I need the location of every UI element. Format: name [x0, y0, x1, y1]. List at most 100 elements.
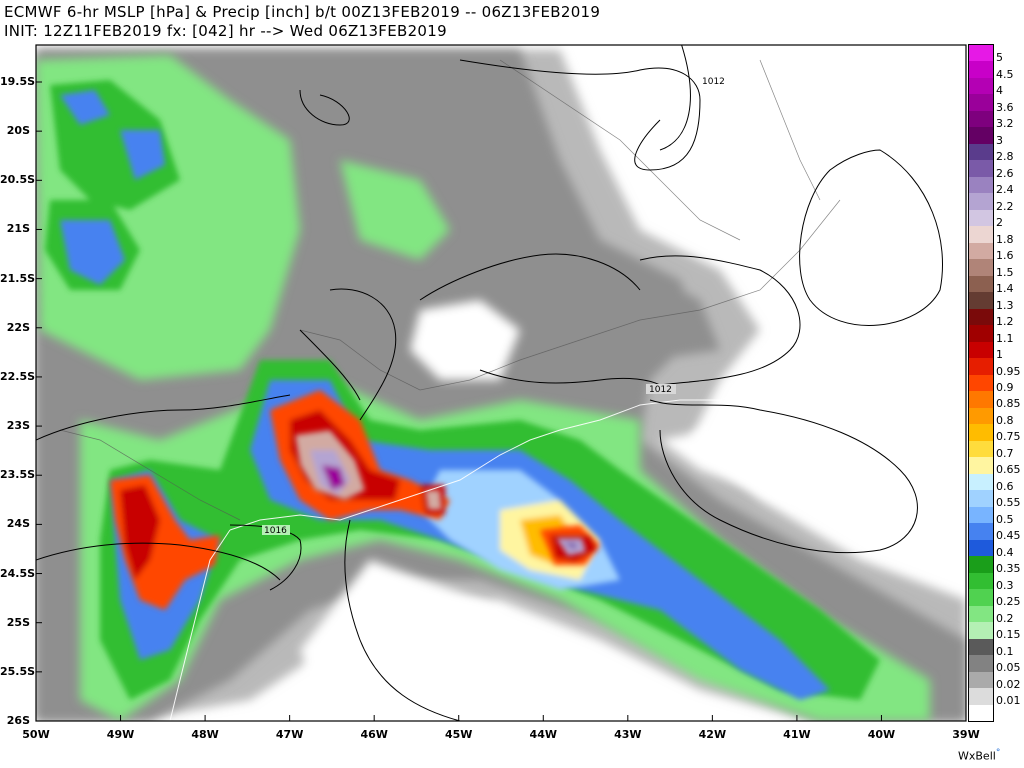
legend-label: 0.9 — [996, 381, 1014, 394]
longitude-label: 44W — [529, 728, 557, 741]
legend-label: 0.25 — [996, 595, 1021, 609]
latitude-label: 20.5S — [0, 173, 36, 187]
legend-swatch — [969, 407, 993, 425]
latitude-label: 25.5S — [0, 664, 36, 678]
legend-label: 1.2 — [996, 315, 1014, 329]
latitude-label: 25S — [6, 615, 30, 629]
latitude-label: 23.5S — [0, 468, 36, 482]
precip-color-legend — [968, 44, 994, 722]
legend-swatch — [969, 292, 993, 310]
latitude-label: 20S — [6, 124, 30, 138]
legend-swatch — [969, 688, 993, 705]
legend-label: 5 — [996, 51, 1003, 65]
legend-swatch — [969, 242, 993, 260]
legend-swatch — [969, 193, 993, 211]
legend-label: 1 — [996, 348, 1003, 362]
legend-label: 0.95 — [996, 364, 1021, 378]
legend-swatch — [969, 506, 993, 524]
legend-swatch — [969, 176, 993, 194]
legend-label: 0.6 — [996, 479, 1014, 493]
legend-swatch — [969, 671, 993, 689]
latitude-label: 21S — [6, 222, 30, 236]
legend-swatch — [969, 655, 993, 673]
legend-label: 0.65 — [996, 463, 1021, 477]
legend-swatch — [969, 110, 993, 128]
legend-label: 3.2 — [996, 117, 1014, 131]
legend-swatch — [969, 94, 993, 112]
legend-label: 2.8 — [996, 150, 1014, 164]
legend-swatch — [969, 374, 993, 392]
legend-swatch — [969, 539, 993, 557]
legend-swatch — [969, 259, 993, 277]
legend-label: 0.45 — [996, 529, 1021, 543]
latitude-label: 21.5S — [0, 271, 36, 285]
legend-label: 0.85 — [996, 397, 1021, 411]
brand-label: WxBell — [958, 749, 996, 763]
longitude-label: 50W — [22, 728, 50, 741]
latitude-label: 23S — [6, 419, 30, 433]
legend-swatch — [969, 424, 993, 442]
legend-label: 0.7 — [996, 446, 1014, 460]
longitude-label: 49W — [106, 728, 135, 741]
legend-label: 4.5 — [996, 67, 1014, 81]
legend-label: 3 — [996, 133, 1003, 147]
isobars — [36, 45, 943, 721]
precip-field — [36, 45, 966, 721]
legend-swatch — [969, 45, 993, 62]
longitude-label: 41W — [783, 728, 811, 741]
isobar-label: 1012 — [649, 385, 672, 395]
legend-swatch — [969, 77, 993, 95]
legend-swatch — [969, 638, 993, 656]
legend-swatch — [969, 341, 993, 359]
legend-swatch — [969, 308, 993, 326]
legend-label: 3.6 — [996, 100, 1014, 114]
axis-ticks — [35, 81, 967, 722]
legend-label: 1.1 — [996, 331, 1014, 345]
legend-label: 0.01 — [996, 694, 1021, 708]
latitude-label: 22.5S — [0, 369, 36, 383]
legend-swatch — [969, 440, 993, 458]
legend-label: 2.4 — [996, 183, 1014, 197]
longitude-label: 45W — [444, 728, 473, 741]
state-borders — [59, 59, 841, 521]
latitude-label: 24S — [6, 517, 30, 531]
coastline — [169, 59, 901, 721]
legend-label: 1.8 — [996, 232, 1014, 246]
legend-label: 1.3 — [996, 298, 1014, 312]
legend-swatch — [969, 605, 993, 623]
latitude-label: 19.5S — [0, 75, 36, 88]
legend-swatch — [969, 490, 993, 508]
brand-mark: ° — [995, 748, 1001, 758]
legend-swatch — [969, 457, 993, 475]
legend-swatch — [969, 556, 993, 574]
latitude-label: 22S — [6, 320, 30, 334]
longitude-label: 47W — [275, 728, 304, 741]
isobar-label: 1016 — [264, 526, 287, 536]
legend-label: 0.2 — [996, 611, 1014, 625]
longitude-label: 43W — [614, 728, 642, 741]
isobar-label: 1012 — [702, 77, 725, 87]
legend-label: 0.8 — [996, 413, 1014, 427]
legend-swatch — [969, 473, 993, 491]
legend-swatch — [969, 358, 993, 376]
legend-swatch — [969, 143, 993, 161]
legend-swatch — [969, 391, 993, 409]
wxbell-logo: WxBell° — [958, 748, 1000, 763]
legend-swatch — [969, 704, 993, 722]
legend-label: 1.5 — [996, 265, 1014, 279]
legend-label: 0.05 — [996, 661, 1021, 675]
longitude-label: 46W — [360, 728, 388, 741]
legend-label: 0.5 — [996, 512, 1014, 526]
legend-label: 2.2 — [996, 199, 1014, 213]
legend-label: 0.75 — [996, 430, 1021, 444]
legend-swatch — [969, 325, 993, 343]
legend-label: 2 — [996, 216, 1003, 230]
legend-label: 0.15 — [996, 628, 1021, 642]
latitude-label: 24.5S — [0, 566, 36, 580]
legend-label: 0.02 — [996, 677, 1021, 691]
legend-label: 0.1 — [996, 644, 1014, 658]
legend-swatch — [969, 275, 993, 293]
legend-swatch — [969, 160, 993, 178]
legend-label: 1.4 — [996, 282, 1014, 296]
